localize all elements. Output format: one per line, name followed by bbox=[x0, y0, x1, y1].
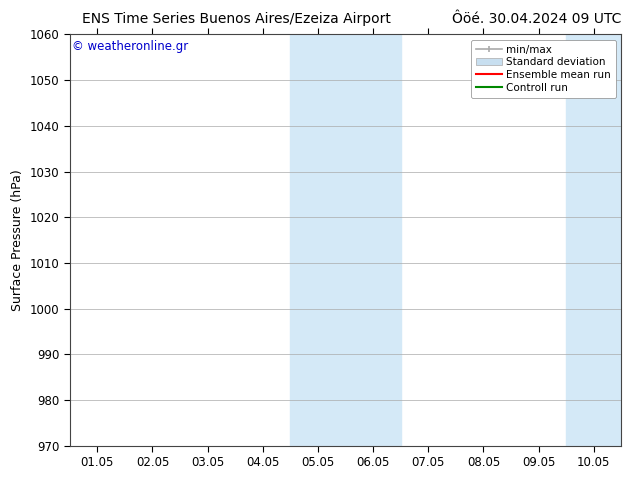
Text: ENS Time Series Buenos Aires/Ezeiza Airport: ENS Time Series Buenos Aires/Ezeiza Airp… bbox=[82, 12, 391, 26]
Text: © weatheronline.gr: © weatheronline.gr bbox=[72, 41, 189, 53]
Y-axis label: Surface Pressure (hPa): Surface Pressure (hPa) bbox=[11, 169, 24, 311]
Legend: min/max, Standard deviation, Ensemble mean run, Controll run: min/max, Standard deviation, Ensemble me… bbox=[470, 40, 616, 98]
Bar bbox=[290, 34, 401, 446]
Bar bbox=[566, 34, 634, 446]
Text: Ôöé. 30.04.2024 09 UTC: Ôöé. 30.04.2024 09 UTC bbox=[452, 12, 621, 26]
